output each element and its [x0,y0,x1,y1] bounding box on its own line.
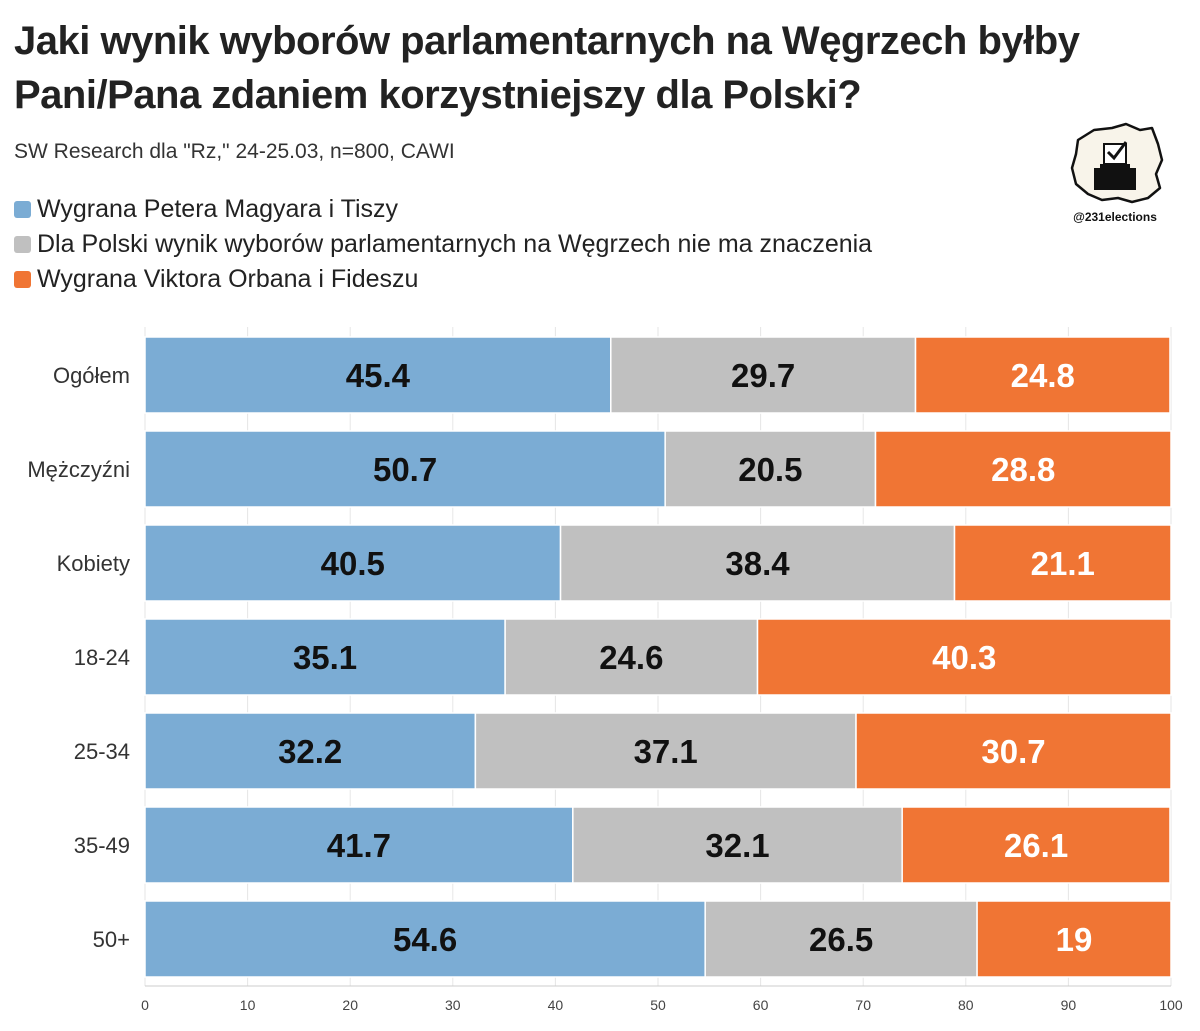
x-tick-label: 30 [445,997,461,1013]
data-label: 40.5 [321,545,385,582]
bar-segment [572,806,903,884]
x-tick-label: 60 [753,997,769,1013]
bar-segment [874,430,1172,508]
data-label: 41.7 [327,827,391,864]
legend-swatch-orban [14,271,31,288]
data-label: 50.7 [373,451,437,488]
bar-segment [474,712,857,790]
data-label: 24.8 [1011,357,1075,394]
category-label: 50+ [93,927,130,952]
bar-segment [144,712,477,790]
data-label: 45.4 [346,357,411,394]
chart-title: Jaki wynik wyborów parlamentarnych na Wę… [14,19,1080,117]
bar-segment [144,524,562,602]
category-label: 18-24 [74,645,130,670]
x-tick-label: 20 [342,997,358,1013]
legend-label-orban: Wygrana Viktora Orbana i Fideszu [37,265,419,293]
data-label: 30.7 [981,733,1045,770]
bar-segment [144,430,666,508]
x-tick-label: 90 [1061,997,1077,1013]
data-label: 29.7 [731,357,795,394]
logo: @231elections [1060,118,1170,230]
x-tick-label: 70 [855,997,871,1013]
legend-item-orban: Wygrana Viktora Orbana i Fideszu [14,262,872,297]
data-label: 38.4 [725,545,790,582]
category-label: Ogółem [53,363,130,388]
x-tick-label: 80 [958,997,974,1013]
category-label: 25-34 [74,739,130,764]
x-tick-label: 0 [141,997,149,1013]
x-tick-label: 100 [1159,997,1183,1013]
data-label: 32.1 [705,827,769,864]
data-label: 37.1 [634,733,698,770]
x-tick-label: 40 [548,997,564,1013]
data-label: 26.5 [809,921,873,958]
bar-segment [976,900,1172,978]
bar-segment [144,618,506,696]
legend-swatch-magyar [14,201,31,218]
data-label: 24.6 [599,639,663,676]
legend-label-magyar: Wygrana Petera Magyara i Tiszy [37,195,399,223]
category-label: Kobiety [57,551,130,576]
chart-subtitle: SW Research dla "Rz," 24-25.03, n=800, C… [14,140,455,163]
bar-segment [914,336,1171,414]
category-label: Mężczyźni [27,457,130,482]
legend-label-neutral: Dla Polski wynik wyborów parlamentarnych… [37,230,873,258]
x-tick-label: 10 [240,997,256,1013]
data-label: 26.1 [1004,827,1068,864]
bar-segment [756,618,1172,696]
bar-segment [901,806,1171,884]
legend: Wygrana Petera Magyara i Tiszy Dla Polsk… [14,192,872,297]
data-label: 40.3 [932,639,996,676]
poland-map-ballot-box-icon [1070,122,1164,204]
data-label: 28.8 [991,451,1055,488]
bar-segment [144,336,612,414]
data-label: 20.5 [738,451,802,488]
bar-segment [953,524,1172,602]
x-tick-label: 50 [650,997,666,1013]
bar-segment [144,806,574,884]
legend-item-magyar: Wygrana Petera Magyara i Tiszy [14,192,872,227]
legend-swatch-neutral [14,236,31,253]
data-label: 32.2 [278,733,342,770]
data-label: 54.6 [393,921,457,958]
data-label: 21.1 [1031,545,1095,582]
logo-handle: @231elections [1073,210,1157,224]
bar-segment [610,336,917,414]
bar-segment [855,712,1172,790]
bar-segment [559,524,956,602]
legend-item-neutral: Dla Polski wynik wyborów parlamentarnych… [14,227,872,262]
data-label: 19 [1056,921,1093,958]
bar-segment [704,900,978,978]
data-label: 35.1 [293,639,357,676]
category-label: 35-49 [74,833,130,858]
bar-segment [504,618,759,696]
bar-segment [144,900,706,978]
